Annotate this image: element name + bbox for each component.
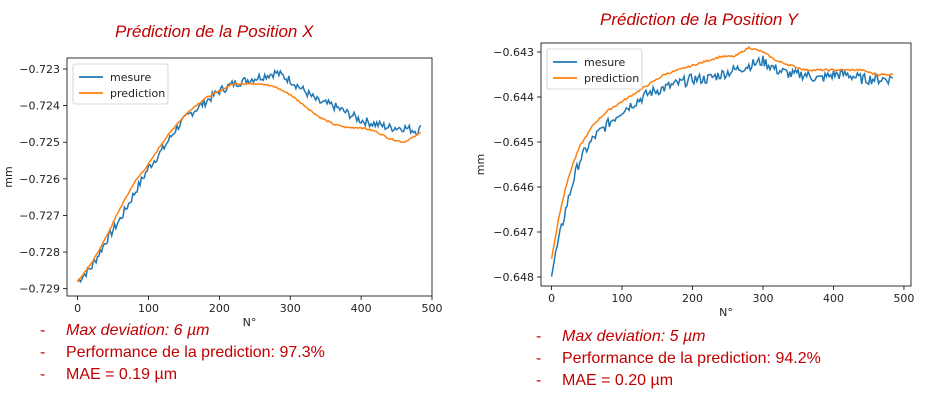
mae-item: - MAE = 0.20 µm	[536, 370, 821, 392]
metrics-list: - Max deviation: 5 µm - Performance de la …	[536, 326, 821, 392]
series-line-prediction	[550, 45, 894, 260]
legend-label-mesure: mesure	[110, 71, 151, 84]
y-tick-label: −0.643	[493, 46, 534, 59]
position-x-chart: 0 100 200 300 400 500 −0.723 −0.724 −0.725 −0.726…	[2, 57, 443, 329]
bullet-dash: -	[536, 350, 542, 367]
y-tick-label: −0.644	[493, 91, 534, 104]
y-axis-label: mm	[474, 154, 487, 175]
performance-text: Performance de la prediction: 94.2%	[562, 350, 821, 367]
y-tick-label: −0.728	[19, 246, 60, 259]
panel-position-x: Prédiction de la Position X 0 100 200 300 40…	[0, 0, 472, 406]
max-deviation-item: - Max deviation: 6 µm	[40, 320, 325, 342]
legend-label-mesure: mesure	[584, 56, 625, 69]
mae-text: MAE = 0.19 µm	[66, 366, 178, 383]
legend-box	[72, 63, 169, 105]
plot-frame	[66, 57, 433, 297]
plot-frame	[540, 42, 912, 287]
y-tick-label: −0.723	[19, 63, 60, 76]
metrics-list: - Max deviation: 6 µm - Performance de la …	[40, 320, 325, 386]
mae-text: MAE = 0.20 µm	[562, 372, 674, 389]
x-tick-label: 100	[138, 302, 159, 315]
x-tick-label: 200	[209, 302, 230, 315]
series-line-mesure	[550, 55, 894, 277]
x-tick-label: 500	[893, 292, 914, 305]
performance-text: Performance de la prediction: 97.3%	[66, 344, 325, 361]
bullet-dash: -	[40, 322, 46, 339]
legend-label-prediction: prediction	[110, 87, 165, 100]
x-tick-label: 200	[682, 292, 703, 305]
x-tick-label: 100	[612, 292, 633, 305]
y-tick-label: −0.647	[493, 226, 534, 239]
bullet-dash: -	[536, 372, 542, 389]
y-tick-label: −0.726	[19, 173, 60, 186]
y-tick-label: −0.646	[493, 181, 534, 194]
x-tick-label: 500	[422, 302, 443, 315]
x-tick-label: 300	[280, 302, 301, 315]
max-deviation-text: Max deviation: 5 µm	[562, 328, 706, 345]
x-tick-label: 400	[351, 302, 372, 315]
x-tick-label: 300	[753, 292, 774, 305]
panel-position-y: Prédiction de la Position Y 0 100 200 300 40…	[472, 0, 944, 406]
series-line-prediction	[76, 82, 421, 283]
y-tick-label: −0.648	[493, 271, 534, 284]
y-tick-label: −0.727	[19, 209, 60, 222]
y-tick-label: −0.724	[19, 100, 60, 113]
x-axis-label: N°	[719, 306, 733, 319]
chart-title: Prédiction de la Position Y	[600, 10, 799, 29]
x-tick-label: 400	[823, 292, 844, 305]
y-tick-label: −0.645	[493, 136, 534, 149]
legend-box	[546, 48, 643, 90]
y-tick-label: −0.729	[19, 283, 60, 296]
max-deviation-text: Max deviation: 6 µm	[66, 322, 210, 339]
bullet-dash: -	[40, 366, 46, 383]
performance-item: - Performance de la prediction: 97.3%	[40, 342, 325, 364]
bullet-dash: -	[536, 328, 542, 345]
max-deviation-item: - Max deviation: 5 µm	[536, 326, 821, 348]
position-y-chart: 0 100 200 300 400 500 −0.643 −0.644 −0.645 −0.646…	[474, 42, 914, 319]
x-tick-label: 0	[74, 302, 81, 315]
bullet-dash: -	[40, 344, 46, 361]
performance-item: - Performance de la prediction: 94.2%	[536, 348, 821, 370]
y-tick-label: −0.725	[19, 136, 60, 149]
chart-title: Prédiction de la Position X	[115, 22, 314, 41]
x-axis-label: N°	[243, 316, 257, 329]
legend-label-prediction: prediction	[584, 72, 639, 85]
y-axis-label: mm	[2, 166, 15, 187]
x-tick-label: 0	[548, 292, 555, 305]
mae-item: - MAE = 0.19 µm	[40, 364, 325, 386]
